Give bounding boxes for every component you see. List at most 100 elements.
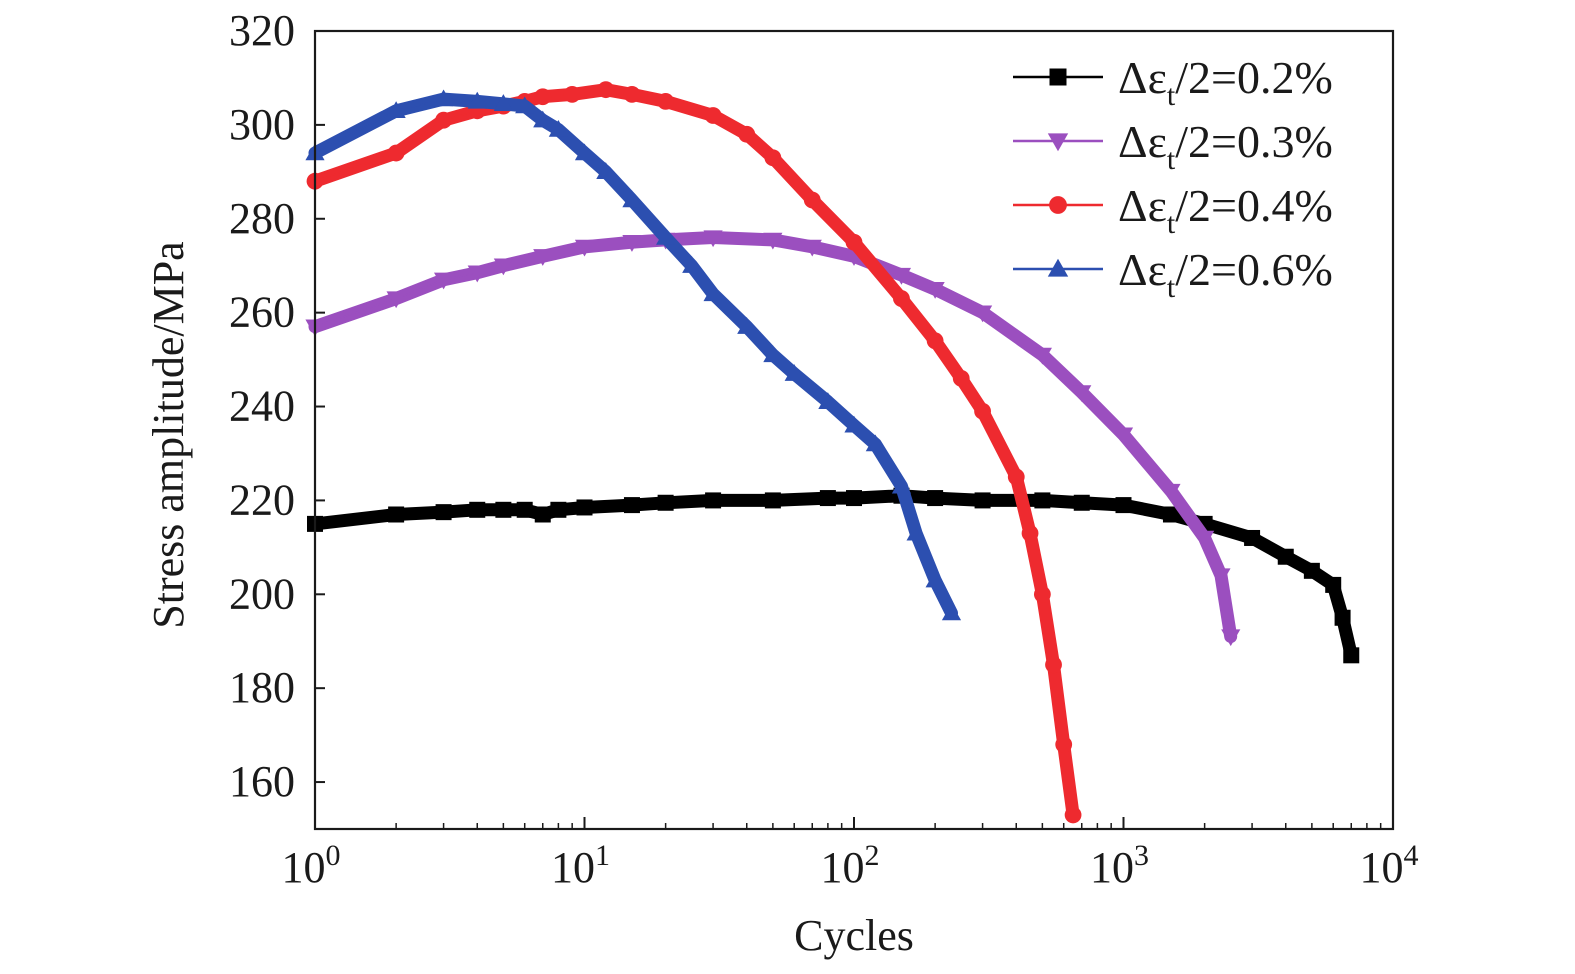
data-point	[803, 191, 821, 209]
data-point	[435, 111, 452, 129]
data-point	[974, 402, 991, 420]
data-point	[1343, 647, 1360, 664]
x-tick-label: 102	[821, 839, 880, 892]
legend-label-suffix: /2=0.4%	[1175, 180, 1333, 231]
data-point	[493, 94, 513, 111]
x-tick-label-base: 10	[282, 843, 326, 892]
data-point	[1115, 497, 1132, 514]
legend-item: Δεt/2=0.2%	[1013, 52, 1333, 112]
legend-marker	[1049, 196, 1067, 214]
data-point	[1032, 347, 1052, 365]
y-tick-label: 200	[229, 569, 295, 618]
data-point	[1244, 529, 1261, 546]
legend-marker	[1047, 258, 1069, 277]
data-point	[925, 570, 945, 588]
data-point	[1045, 656, 1062, 674]
data-point	[386, 101, 406, 118]
legend-label-prefix: Δε	[1118, 244, 1167, 295]
data-point	[1325, 576, 1342, 593]
data-point	[891, 267, 912, 285]
legend-label: Δεt/2=0.4%	[1118, 180, 1333, 240]
data-point	[846, 490, 862, 507]
y-tick-label: 240	[229, 382, 295, 431]
data-point	[844, 415, 864, 433]
data-point	[705, 492, 722, 509]
data-point	[622, 235, 642, 252]
y-tick-label: 260	[229, 288, 295, 337]
legend-label: Δεt/2=0.6%	[1118, 244, 1333, 304]
legend-label-sub: t	[1167, 79, 1176, 112]
legend-label-sub: t	[1167, 207, 1176, 240]
x-axis-label: Cycles	[794, 911, 914, 960]
legend-marker	[1047, 133, 1069, 152]
data-point	[433, 272, 454, 290]
data-point	[893, 290, 910, 307]
data-point	[906, 523, 926, 541]
x-tick-label-base: 10	[1360, 843, 1404, 892]
data-point	[1007, 468, 1025, 486]
legend-label-suffix: /2=0.3%	[1175, 116, 1333, 167]
data-point	[467, 265, 487, 283]
data-point	[515, 96, 535, 114]
series-connector	[314, 271, 478, 328]
data-point	[1113, 427, 1134, 445]
data-point	[1334, 609, 1351, 626]
legend-label: Δεt/2=0.3%	[1118, 116, 1333, 176]
data-point	[703, 284, 723, 302]
data-point	[1072, 385, 1092, 403]
x-tick-label-exponent: 2	[865, 839, 880, 872]
data-point	[1073, 494, 1090, 511]
data-point	[763, 345, 783, 363]
y-tick-label: 160	[229, 757, 295, 806]
data-point	[802, 239, 822, 257]
legend-item: Δεt/2=0.4%	[1013, 180, 1333, 240]
x-tick-label-exponent: 0	[326, 839, 341, 872]
data-point	[433, 89, 454, 107]
data-point	[493, 258, 513, 276]
data-point	[891, 476, 912, 494]
series-layer	[305, 81, 1360, 824]
data-point	[597, 81, 615, 99]
legend-label-sub: t	[1167, 143, 1176, 176]
legend-label-suffix: /2=0.2%	[1175, 52, 1333, 103]
data-point	[550, 501, 567, 518]
x-tick-label-exponent: 4	[1404, 839, 1419, 872]
x-tick-label: 101	[551, 839, 610, 892]
y-axis-label: Stress amplitude/MPa	[144, 241, 193, 628]
data-point	[738, 125, 756, 143]
data-point	[1221, 629, 1241, 647]
legend-label-suffix: /2=0.6%	[1175, 244, 1333, 295]
series-connector	[314, 110, 478, 182]
data-point	[682, 256, 702, 273]
data-point	[1034, 492, 1051, 509]
legend-label-prefix: Δε	[1118, 180, 1167, 231]
data-point	[819, 490, 836, 507]
data-point	[388, 506, 405, 523]
data-point	[495, 501, 512, 518]
x-tick-label-exponent: 3	[1134, 839, 1149, 872]
data-point	[534, 506, 551, 523]
series-connector	[314, 98, 478, 154]
data-point	[574, 239, 595, 257]
data-point	[764, 149, 782, 167]
data-point	[972, 305, 993, 323]
x-tick-label-exponent: 1	[595, 839, 610, 872]
legend-item: Δεt/2=0.6%	[1013, 244, 1333, 304]
legend-item: Δεt/2=0.3%	[1013, 116, 1333, 176]
data-point	[927, 490, 944, 507]
data-point	[469, 501, 486, 518]
y-tick-label: 180	[229, 663, 295, 712]
data-point	[622, 190, 642, 208]
data-point	[387, 144, 405, 162]
data-point	[435, 504, 452, 521]
data-point	[548, 119, 568, 137]
x-tick-label: 100	[282, 839, 341, 892]
data-point	[1021, 524, 1039, 542]
data-point	[703, 230, 723, 248]
data-point	[657, 93, 675, 110]
data-point	[1303, 562, 1320, 579]
data-point	[974, 492, 991, 509]
y-tick-label: 300	[229, 100, 295, 149]
legend-label-prefix: Δε	[1118, 116, 1167, 167]
